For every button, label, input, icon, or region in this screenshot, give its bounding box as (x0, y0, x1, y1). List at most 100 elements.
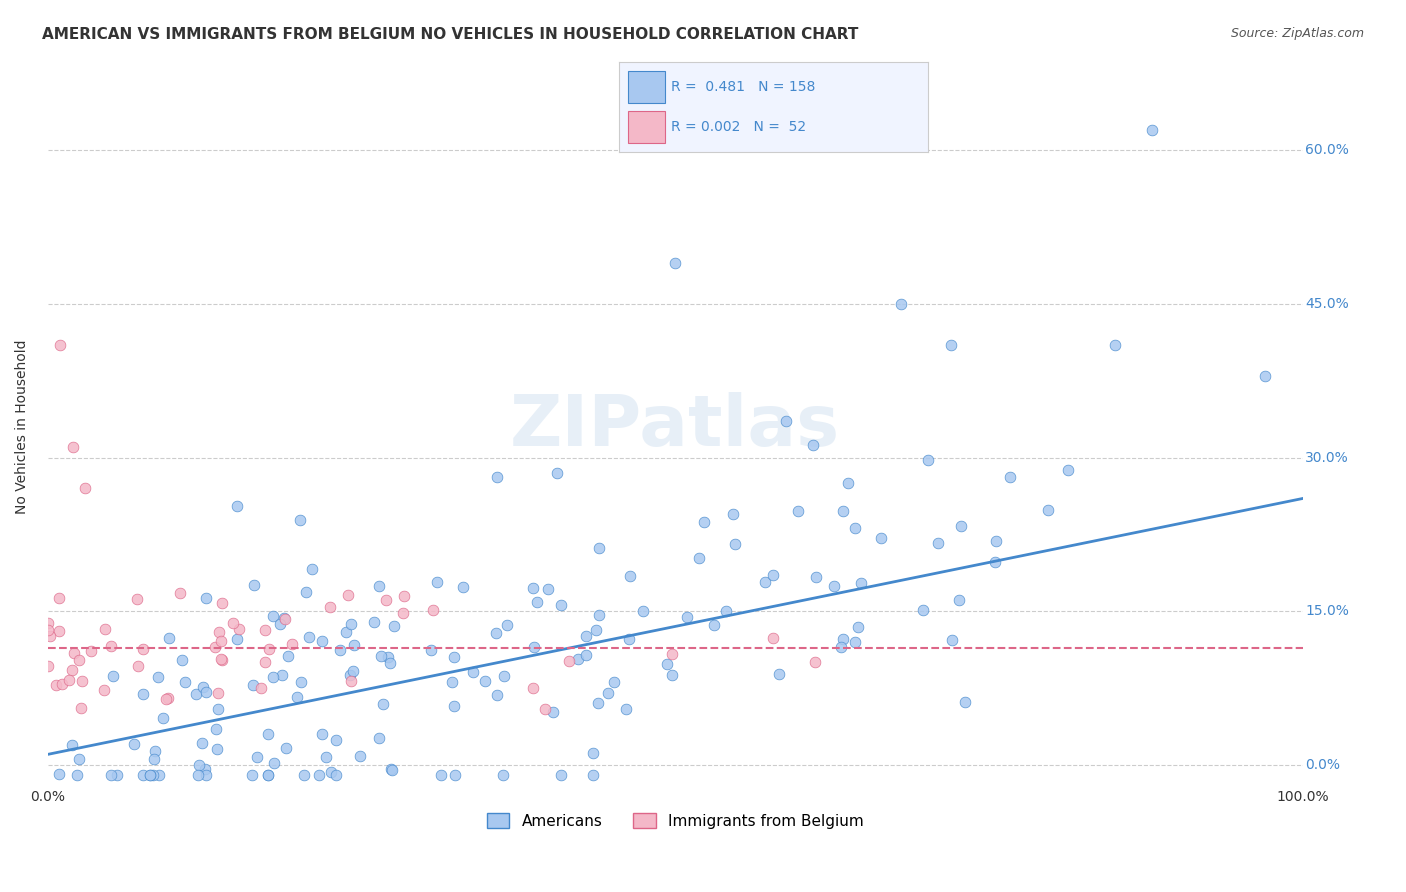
Point (392, 589, 415, 603)
Point (523, 640, 546, 654)
Point (762, 568, 785, 582)
Point (949, 519, 972, 533)
Point (225, 499, 247, 513)
Point (392, 606, 415, 620)
Point (58, 673, 80, 687)
Point (485, 470, 508, 484)
Point (1038, 503, 1060, 517)
Point (311, 633, 333, 648)
Point (984, 555, 1007, 569)
FancyBboxPatch shape (628, 71, 665, 103)
Point (575, 629, 598, 643)
Point (485, 625, 508, 640)
Point (430, 768, 453, 782)
Point (292, 768, 315, 782)
Point (614, 702, 637, 716)
Point (187, 768, 209, 782)
Point (837, 476, 859, 491)
Point (211, 596, 233, 610)
Point (849, 576, 872, 591)
Point (382, 619, 405, 633)
Point (276, 649, 298, 664)
Point (127, 659, 149, 673)
Point (290, 675, 312, 690)
Point (194, 768, 217, 782)
Point (768, 666, 790, 681)
Point (371, 697, 394, 711)
Point (832, 504, 855, 518)
Point (1254, 368, 1277, 383)
Point (368, 579, 391, 593)
Point (588, 607, 610, 622)
Text: 15.0%: 15.0% (1305, 604, 1350, 618)
Point (148, 768, 170, 782)
Point (537, 582, 560, 596)
Point (927, 536, 949, 550)
Point (522, 581, 544, 595)
Point (222, 616, 245, 631)
Point (491, 768, 513, 782)
Point (256, 727, 278, 741)
Point (105, 768, 128, 782)
Point (724, 537, 747, 551)
Point (426, 574, 449, 589)
Point (273, 611, 295, 625)
Point (240, 768, 263, 782)
Point (187, 757, 209, 772)
Point (131, 641, 153, 656)
Point (804, 570, 827, 584)
Point (295, 585, 318, 599)
Point (262, 670, 284, 684)
Point (775, 414, 797, 428)
Point (269, 617, 291, 632)
Point (522, 681, 544, 695)
Point (62, 440, 84, 454)
Point (101, 669, 124, 683)
Point (228, 622, 250, 636)
Point (191, 736, 214, 750)
Point (831, 632, 853, 646)
Point (917, 452, 939, 467)
Text: ZIPatlas: ZIPatlas (510, 392, 841, 461)
Point (100, 768, 122, 782)
Point (443, 698, 465, 713)
Point (253, 624, 276, 638)
Text: 30.0%: 30.0% (1305, 450, 1348, 465)
Point (100, 639, 122, 653)
Point (380, 656, 402, 670)
Point (422, 603, 444, 617)
Point (1056, 463, 1078, 477)
Legend: Americans, Immigrants from Belgium: Americans, Immigrants from Belgium (481, 806, 870, 835)
Point (170, 653, 193, 667)
Point (262, 609, 284, 624)
Point (492, 669, 515, 683)
Point (75, 481, 97, 495)
Point (631, 603, 654, 617)
Point (998, 470, 1021, 484)
Point (375, 593, 398, 607)
Point (122, 737, 145, 751)
Point (257, 768, 280, 782)
Point (617, 632, 640, 646)
Point (174, 674, 197, 689)
Point (474, 673, 496, 688)
Point (194, 762, 217, 776)
Point (325, 768, 347, 782)
Point (664, 256, 686, 270)
Point (195, 591, 218, 605)
Point (246, 750, 269, 764)
Point (209, 652, 232, 666)
Text: 0.0%: 0.0% (1305, 757, 1340, 772)
Point (363, 615, 385, 629)
Point (37, 624, 59, 638)
Point (787, 504, 810, 518)
Point (193, 681, 215, 695)
Point (342, 664, 364, 678)
Text: AMERICAN VS IMMIGRANTS FROM BELGIUM NO VEHICLES IN HOUSEHOLD CORRELATION CHART: AMERICAN VS IMMIGRANTS FROM BELGIUM NO V… (42, 27, 859, 42)
Point (754, 574, 776, 589)
Point (288, 513, 311, 527)
Point (60, 738, 83, 752)
Point (156, 690, 179, 705)
Point (381, 763, 404, 777)
Point (93, 682, 115, 697)
